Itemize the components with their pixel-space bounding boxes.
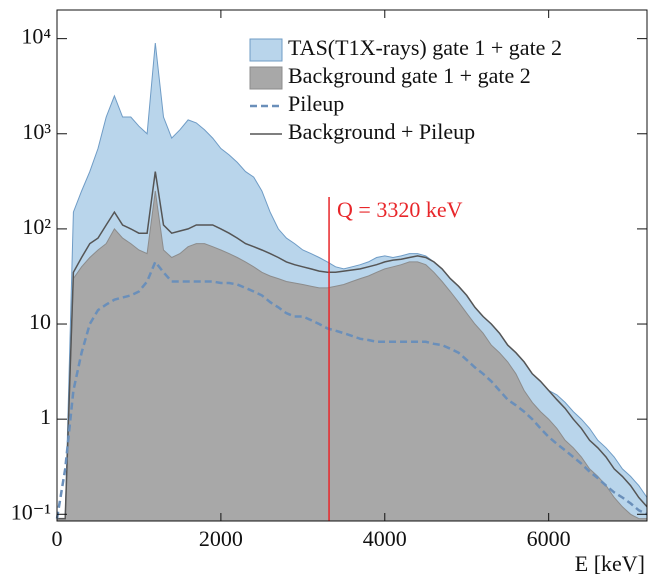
legend-label: Background gate 1 + gate 2 [288, 63, 531, 88]
area-fill [57, 191, 647, 521]
x-tick-label: 0 [52, 526, 63, 551]
y-tick-label: 10⁻¹ [11, 499, 51, 524]
x-tick-label: 2000 [199, 526, 243, 551]
x-tick-label: 6000 [527, 526, 571, 551]
y-tick-label: 10⁴ [21, 24, 51, 49]
annotation-text: Q = 3320 keV [337, 197, 463, 222]
y-tick-label: 10² [22, 214, 51, 239]
x-axis-label: E [keV] [575, 551, 645, 576]
line [57, 171, 648, 520]
y-tick-label: 10 [29, 309, 51, 334]
legend-label: TAS(T1X-rays) gate 1 + gate 2 [288, 35, 562, 60]
x-tick-label: 4000 [363, 526, 407, 551]
dashed-line [55, 259, 648, 519]
legend-label: Pileup [288, 91, 344, 116]
y-tick-label: 1 [40, 404, 51, 429]
legend-swatch [249, 38, 283, 62]
legend-label: Background + Pileup [288, 119, 475, 144]
legend-swatch [249, 66, 283, 90]
area-edge [57, 190, 647, 520]
y-tick-label: 10³ [22, 119, 51, 144]
plot-frame [56, 9, 648, 522]
